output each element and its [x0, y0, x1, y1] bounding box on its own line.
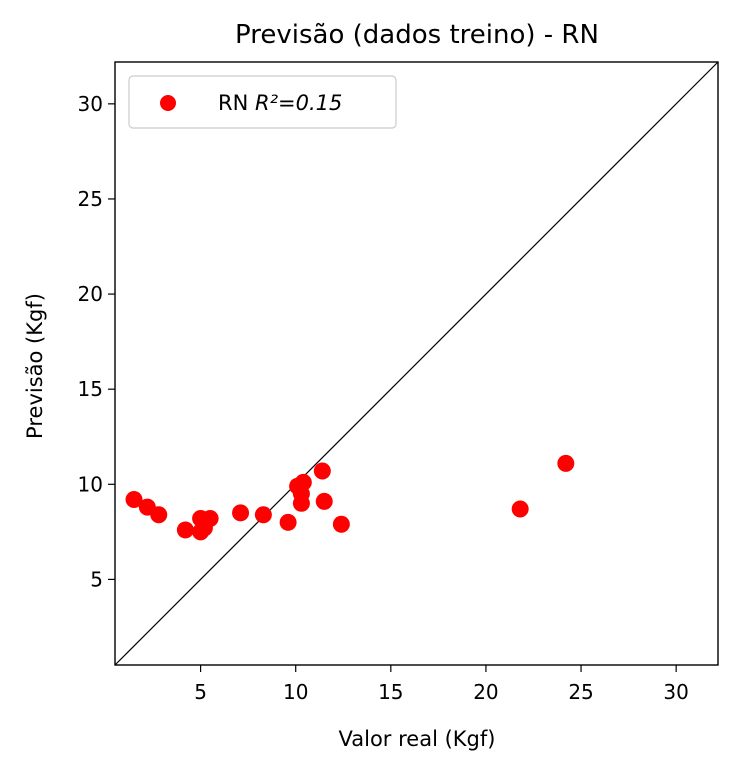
x-tick-label: 10	[283, 680, 308, 704]
identity-line	[114, 61, 719, 666]
data-point	[511, 500, 529, 518]
x-tick-label: 5	[194, 680, 207, 704]
x-tick-label: 25	[568, 680, 593, 704]
data-point	[332, 515, 350, 533]
x-tick-label: 15	[378, 680, 403, 704]
x-axis-label: Valor real (Kgf)	[339, 727, 496, 751]
y-tick-label: 20	[78, 282, 103, 306]
data-point	[294, 473, 312, 491]
data-point	[313, 462, 331, 480]
legend-box	[128, 75, 397, 129]
y-tick-label: 5	[90, 567, 103, 591]
data-point	[557, 454, 575, 472]
legend-r2-label: R²=0.15	[255, 91, 342, 115]
y-axis-label: Previsão (Kgf)	[23, 293, 47, 439]
data-point	[232, 504, 250, 522]
plot-frame	[114, 61, 719, 666]
y-tick-label: 30	[78, 92, 103, 116]
x-axis-ticks: 5 10 15 20 25 30	[194, 665, 689, 704]
legend-series-name: RN	[218, 91, 248, 115]
x-tick-label: 30	[663, 680, 688, 704]
data-point	[125, 491, 143, 509]
data-point	[292, 494, 310, 512]
legend-marker	[160, 95, 176, 111]
data-point	[254, 506, 272, 524]
data-point	[176, 521, 194, 539]
plot-area	[114, 61, 719, 666]
data-point	[150, 506, 168, 524]
y-tick-label: 15	[78, 377, 103, 401]
data-point	[279, 513, 297, 531]
y-tick-label: 10	[78, 472, 103, 496]
legend-label: RN R²=0.15	[218, 91, 342, 115]
data-point	[201, 510, 219, 528]
data-point	[315, 492, 333, 510]
y-axis-ticks: 5 10 15 20 25 30	[78, 92, 115, 591]
y-tick-label: 25	[78, 187, 103, 211]
data-points	[125, 454, 575, 541]
legend: RN R²=0.15	[128, 75, 397, 129]
x-tick-label: 20	[473, 680, 498, 704]
chart-title: Previsão (dados treino) - RN	[235, 20, 599, 50]
